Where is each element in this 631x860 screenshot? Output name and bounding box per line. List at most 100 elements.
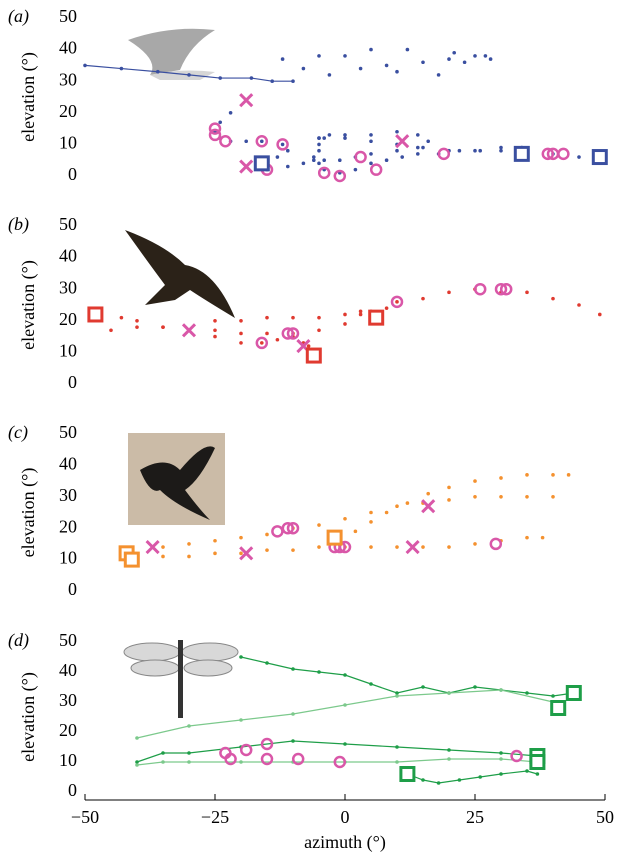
trajectory-point	[239, 319, 243, 323]
circle-marker	[491, 539, 501, 549]
y-tick-label: 50	[59, 6, 77, 26]
trajectory-point	[260, 341, 264, 345]
panel-label: (b)	[8, 214, 29, 235]
trajectory-point	[135, 736, 139, 740]
trajectory-point	[598, 313, 602, 317]
trajectory-point	[239, 718, 243, 722]
trajectory-point	[551, 297, 555, 301]
trajectory-point	[473, 149, 477, 153]
circle-marker	[272, 526, 282, 536]
y-tick-label: 10	[59, 133, 77, 153]
trajectory-point	[463, 60, 467, 64]
y-tick-label: 30	[59, 277, 77, 297]
trajectory-point	[291, 79, 295, 83]
trajectory-point	[458, 149, 462, 153]
trajectory-point	[291, 548, 295, 552]
panel-label: (d)	[8, 630, 29, 651]
y-tick-label: 0	[68, 164, 77, 184]
trajectory-point	[525, 536, 529, 540]
y-axis-title: elevation (°)	[18, 672, 39, 762]
trajectory-point	[416, 146, 420, 150]
square-marker	[531, 756, 544, 769]
trajectory-point	[473, 542, 477, 546]
trajectory-point	[317, 523, 321, 527]
trajectory-point	[421, 146, 425, 150]
trajectory-point	[281, 143, 285, 147]
trajectory-point	[369, 133, 373, 137]
trajectory-point	[395, 760, 399, 764]
trajectory-point	[484, 54, 488, 58]
trajectory-point	[400, 155, 404, 159]
trajectory-point	[161, 325, 165, 329]
trajectory-point	[551, 495, 555, 499]
cross-marker	[396, 135, 408, 147]
trajectory-point	[395, 545, 399, 549]
trajectory-point	[276, 338, 280, 342]
trajectory-point	[307, 344, 311, 348]
trajectory-point	[317, 545, 321, 549]
trajectory-point	[447, 691, 451, 695]
trajectory-point	[135, 763, 139, 767]
y-tick-label: 30	[59, 690, 77, 710]
trajectory-point	[395, 70, 399, 74]
trajectory-point	[135, 325, 139, 329]
y-tick-label: 20	[59, 101, 77, 121]
figure: (a)elevation (°)01020304050(b)elevation …	[0, 0, 631, 860]
trajectory-point	[265, 332, 269, 336]
circle-marker	[558, 149, 568, 159]
y-tick-label: 40	[59, 246, 77, 266]
trajectory-point	[499, 149, 503, 153]
trajectory-point	[369, 139, 373, 143]
cross-marker	[147, 541, 159, 553]
trajectory-point	[213, 335, 217, 339]
y-tick-label: 40	[59, 660, 77, 680]
x-tick-label: 50	[596, 807, 614, 827]
trajectory-point	[302, 162, 306, 166]
y-tick-label: 10	[59, 341, 77, 361]
trajectory-point	[525, 769, 529, 773]
circle-marker	[512, 751, 522, 761]
photo-dragonfly	[124, 640, 238, 718]
trajectory-point	[525, 473, 529, 477]
trajectory-point	[265, 548, 269, 552]
x-tick-label: −50	[71, 807, 99, 827]
cross-marker	[183, 324, 195, 336]
y-tick-label: 30	[59, 485, 77, 505]
trajectory-point	[499, 688, 503, 692]
trajectory-point	[343, 517, 347, 521]
trajectory-point	[343, 136, 347, 140]
trajectory-point	[187, 724, 191, 728]
y-tick-label: 50	[59, 214, 77, 234]
trajectory-point	[213, 539, 217, 543]
trajectory-point	[120, 67, 124, 71]
trajectory-point	[281, 57, 285, 61]
trajectory-point	[478, 149, 482, 153]
y-tick-label: 50	[59, 422, 77, 442]
trajectory-point	[109, 328, 113, 332]
trajectory-point	[421, 545, 425, 549]
trajectory-point	[369, 48, 373, 52]
trajectory-point	[343, 133, 347, 137]
trajectory-point	[291, 739, 295, 743]
trajectory-point	[499, 757, 503, 761]
trajectory-point	[343, 322, 347, 326]
trajectory-point	[83, 64, 87, 68]
trajectory-point	[317, 54, 321, 58]
trajectory-point	[395, 300, 399, 304]
trajectory-point	[541, 536, 545, 540]
square-marker	[307, 349, 320, 362]
trajectory-point	[359, 67, 363, 71]
square-marker	[515, 147, 528, 160]
trajectory-point	[135, 319, 139, 323]
trajectory-point	[525, 691, 529, 695]
x-tick-label: 25	[466, 807, 484, 827]
trajectory-point	[250, 76, 254, 80]
trajectory-point	[213, 552, 217, 556]
trajectory-point	[437, 73, 441, 77]
trajectory-point	[437, 781, 441, 785]
trajectory-point	[421, 60, 425, 64]
trajectory-point	[239, 332, 243, 336]
trajectory-point	[161, 545, 165, 549]
trajectory-point	[343, 54, 347, 58]
